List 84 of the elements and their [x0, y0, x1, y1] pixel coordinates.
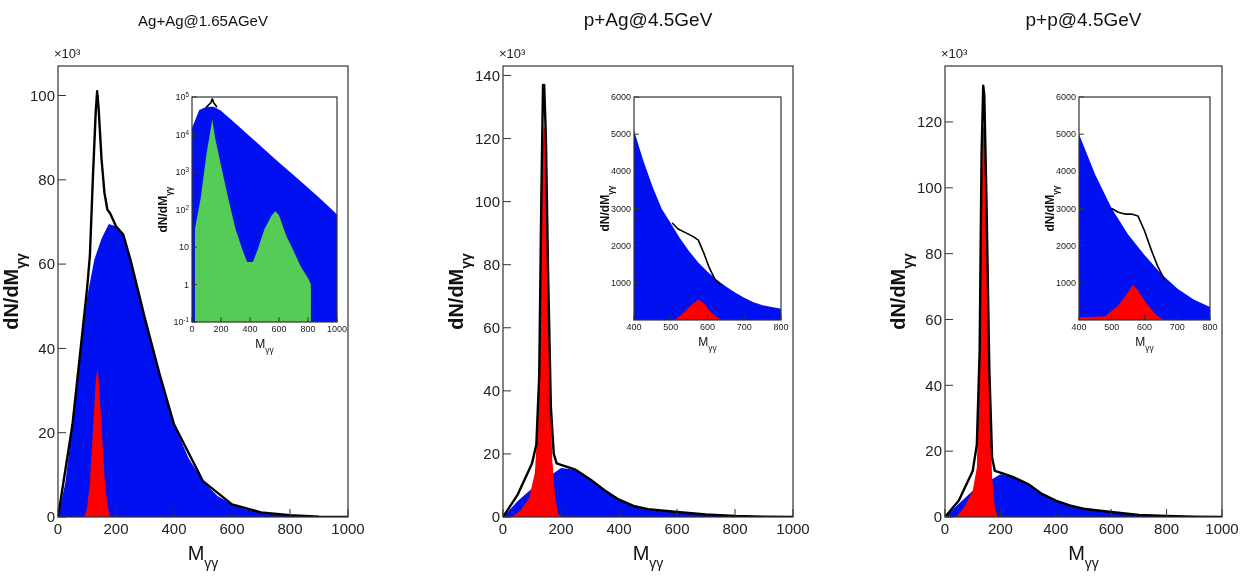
y-tick-label: 10$^{5}$	[175, 90, 190, 103]
x-tick-label: 200	[548, 520, 574, 537]
x-axis-title: M$_{γγ}$	[255, 336, 275, 355]
y-tick-label: 10	[178, 242, 189, 253]
y-tick-label: 6000	[610, 92, 631, 103]
x-tick-label: 200	[103, 520, 129, 537]
x-axis-title: M$_{γγ}$	[632, 542, 664, 571]
x-tick-label: 600	[1136, 322, 1153, 333]
y-tick-label: 10$^{-1}$	[173, 315, 190, 328]
x-axis-title: M$_{γγ}$	[698, 334, 718, 353]
y-tick-label: 60	[38, 255, 55, 273]
y-tick-label: 80	[38, 171, 55, 189]
y-tick-label: 0	[491, 508, 500, 526]
y-tick-label: 40	[483, 382, 500, 400]
x-tick-label: 500	[1104, 322, 1120, 333]
text: ×10³	[54, 46, 82, 61]
x-axis-title: M$_{γγ}$	[1068, 542, 1099, 571]
y-tick-label: 10$^{4}$	[175, 128, 190, 140]
x-tick-label: 400	[626, 322, 642, 333]
y-tick-label: 2000	[1055, 240, 1076, 251]
y-tick-label: 4000	[1055, 166, 1076, 177]
x-tick-label: 700	[1169, 322, 1185, 333]
x-tick-label: 700	[736, 322, 752, 333]
text: ×10³	[499, 46, 527, 61]
chart-title: p+Ag@4.5GeV	[583, 9, 713, 30]
y-tick-label: 2000	[610, 240, 631, 251]
x-axis-title: M$_{γγ}$	[187, 542, 219, 571]
y-tick-label: 5000	[610, 129, 631, 140]
line-series	[671, 222, 722, 286]
x-tick-label: 600	[219, 520, 245, 537]
x-tick-label: 800	[722, 520, 748, 537]
x-tick-label: 400	[1071, 322, 1087, 333]
y-tick-label: 5000	[1055, 129, 1076, 140]
x-tick-label: 800	[1154, 520, 1180, 537]
x-tick-label: 400	[242, 324, 258, 335]
y-tick-label: 1000	[610, 277, 631, 288]
y-tick-label: 100	[916, 179, 942, 197]
y-tick-label: 120	[916, 113, 942, 131]
y-tick-label: 60	[925, 310, 942, 328]
x-tick-label: 800	[300, 324, 316, 335]
y-tick-label: 120	[474, 129, 500, 147]
y-tick-label: 0	[933, 508, 942, 526]
x-tick-label: 1000	[1205, 520, 1239, 537]
y-tick-label: 60	[483, 319, 500, 337]
x-tick-label: 1000	[326, 324, 348, 335]
y-tick-label: 1000	[1055, 277, 1076, 288]
y-tick-label: 3000	[1055, 203, 1076, 214]
x-tick-label: 400	[161, 520, 187, 537]
x-tick-label: 400	[1043, 520, 1069, 537]
y-tick-label: 1	[183, 279, 189, 290]
x-tick-label: 800	[773, 322, 789, 333]
y-tick-label: 0	[46, 508, 55, 526]
y-tick-label: 4000	[610, 166, 631, 177]
y-tick-label: 20	[925, 442, 942, 460]
x-tick-label: 500	[663, 322, 679, 333]
y-tick-label: 6000	[1055, 92, 1076, 103]
x-tick-label: 600	[664, 520, 690, 537]
x-tick-label: 1000	[776, 520, 810, 537]
y-tick-label: 20	[483, 445, 500, 463]
y-tick-label: 3000	[610, 203, 631, 214]
x-tick-label: 1000	[331, 520, 365, 537]
y-tick-label: 10$^{3}$	[175, 165, 190, 178]
x-tick-label: 800	[277, 520, 303, 537]
x-tick-label: 600	[271, 324, 287, 335]
x-tick-label: 800	[1202, 322, 1218, 333]
x-tick-label: 600	[1098, 520, 1124, 537]
chart-title: Ag+Ag@1.65AGeV	[138, 12, 268, 29]
x-tick-label: 400	[606, 520, 632, 537]
x-tick-label: 200	[987, 520, 1013, 537]
y-tick-label: 100	[29, 86, 55, 104]
y-tick-label: 100	[474, 192, 500, 210]
y-tick-label: 140	[474, 66, 500, 84]
x-tick-label: 600	[699, 322, 716, 333]
y-tick-label: 10$^{2}$	[175, 203, 190, 215]
y-tick-label: 40	[38, 339, 55, 357]
y-tick-label: 40	[925, 376, 942, 394]
y-tick-label: 20	[38, 423, 55, 441]
chart-title: p+p@4.5GeV	[1025, 9, 1142, 30]
x-tick-label: 200	[213, 324, 229, 335]
text: ×10³	[941, 46, 969, 61]
y-tick-label: 80	[925, 244, 942, 262]
x-axis-title: M$_{γγ}$	[1135, 334, 1155, 353]
line-series	[1110, 207, 1165, 280]
y-tick-label: 80	[483, 255, 500, 273]
